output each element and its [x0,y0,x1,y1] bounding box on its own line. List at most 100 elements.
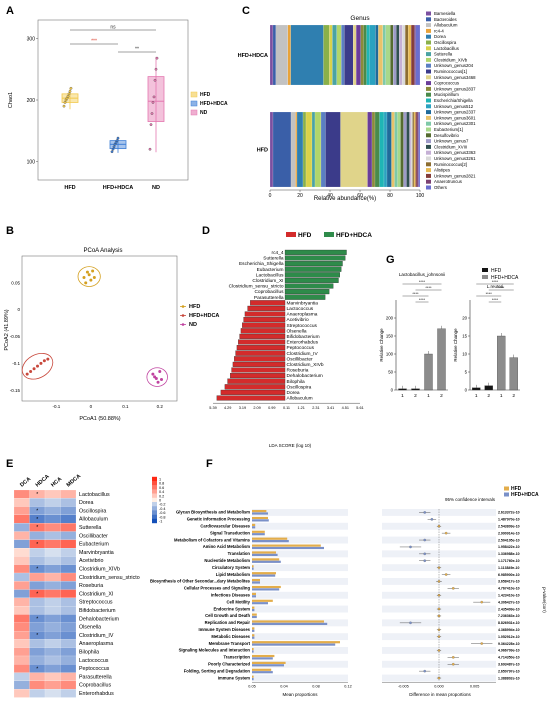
stacked-segment [360,24,364,86]
heatmap-col-label: HDCA [35,474,51,489]
panel-c-title: Genus [350,15,370,22]
stacked-segment [305,111,313,188]
mean-bar [252,664,284,667]
pathway-label: Immune System Diseases [199,627,251,632]
ytick-label: 0.05 [11,280,20,285]
heatmap-cell [44,514,61,524]
legend-swatch [426,104,431,109]
mean-bar [252,648,254,651]
stacked-segment [302,111,307,188]
box-point [148,147,152,151]
pvalue-label: 2.504105e-10 [498,538,520,542]
legend-swatch [426,150,431,155]
box-point [66,94,70,98]
pvalue-label: 1.336988e-10 [498,552,520,556]
heatmap-cell [13,597,30,607]
xtick-label: ND [152,185,160,191]
stacked-segment [416,111,419,188]
heatmap-star: * [36,567,38,573]
group-ellipse [77,266,101,287]
ytick-label: 200 [27,98,36,104]
heatmap-cell [13,631,30,640]
heatmap-cell [60,614,77,623]
panel-c-legend: BarnesiellaBacteroidesAllobaculumrc4-4Do… [426,11,476,190]
stacked-segment [399,24,403,86]
row-band [382,550,496,558]
pvalue-label: 2.543809e-10 [498,525,520,529]
pathway-label: Cardiovascular Diseases [200,524,250,529]
xtick-label: 1 [401,393,404,399]
colorscale-step [152,476,157,482]
legend-swatch [190,91,198,98]
heatmap-cell [60,581,77,590]
lda-bar [284,289,330,295]
g-sublabel: Lactobacillus_johnsonii [399,272,445,277]
heatmap-cell [44,539,61,549]
diff-point [444,531,448,535]
stacked-segment [413,24,416,86]
heatmap-cell [29,689,46,698]
legend-label: HFD [189,304,200,310]
row-band [252,674,348,682]
colorscale-label: -0.4 [159,507,166,511]
legend-label: HFD+HDCA [336,232,372,239]
xtick-label: 0.1 [122,404,129,409]
box-point [155,56,159,60]
mean-bar [252,540,289,543]
heatmap-star: * [36,509,38,515]
lda-bar [216,395,286,401]
lda-bar [243,317,286,323]
stacked-segment [390,24,394,86]
heatmap-star: * [36,492,38,498]
box-point [150,112,154,115]
lda-bar-label: Enterorhabdus [287,340,319,346]
mean-bar [252,678,254,681]
pathway-label: Nucleotide Metabolism [204,558,250,563]
mean-bar [252,574,276,577]
scatter-point [36,364,39,368]
mean-bar [252,560,281,563]
xtick-label: 3.41 [327,406,334,410]
heatmap-cell [60,597,77,607]
xtick-label: -0.1 [53,404,61,409]
heatmap-cell [60,531,77,540]
heatmap-cell [60,672,77,681]
heatmap-star: * [36,633,38,639]
legend-swatch [426,57,431,62]
pvalue-label: 1.052912e-10 [498,635,520,639]
heatmap-cell [60,606,77,615]
box-point [153,78,157,82]
heatmap-cell [44,672,61,681]
heatmap-cell [60,647,77,657]
scatter-point [87,273,91,277]
mean-bar [252,581,260,584]
mean-bar [252,641,340,644]
colorscale-label: -0.8 [159,515,166,519]
box-point [154,67,158,71]
lda-bar-label: Roseburia [287,368,309,374]
stacked-segment [356,24,361,86]
lda-bar [238,339,286,345]
lda-bar [240,328,286,334]
pvalue-label: 1.388802e-10 [498,676,520,680]
colorscale-label: -1 [159,520,162,524]
panel-letter-a: A [6,5,14,17]
heatmap-cell [29,622,46,632]
stacked-segment [340,111,368,188]
xtick-label: 0.000 [434,685,444,689]
heatmap-star: * [36,617,38,623]
stacked-segment [415,24,421,86]
heatmap-cell [44,622,61,632]
sig-label: ** [135,47,139,53]
row-band [252,536,348,544]
mean-bar [252,634,255,637]
heatmap-cell [13,689,30,698]
heatmap-cell [13,531,30,540]
panel-letter-d: D [202,225,210,237]
xtick-label: 0 [269,193,272,199]
legend-swatch [426,115,431,120]
pathway-label: Folding, Sorting and Degradation [184,668,251,673]
pvalue-label: 7.236363e-10 [498,614,520,618]
